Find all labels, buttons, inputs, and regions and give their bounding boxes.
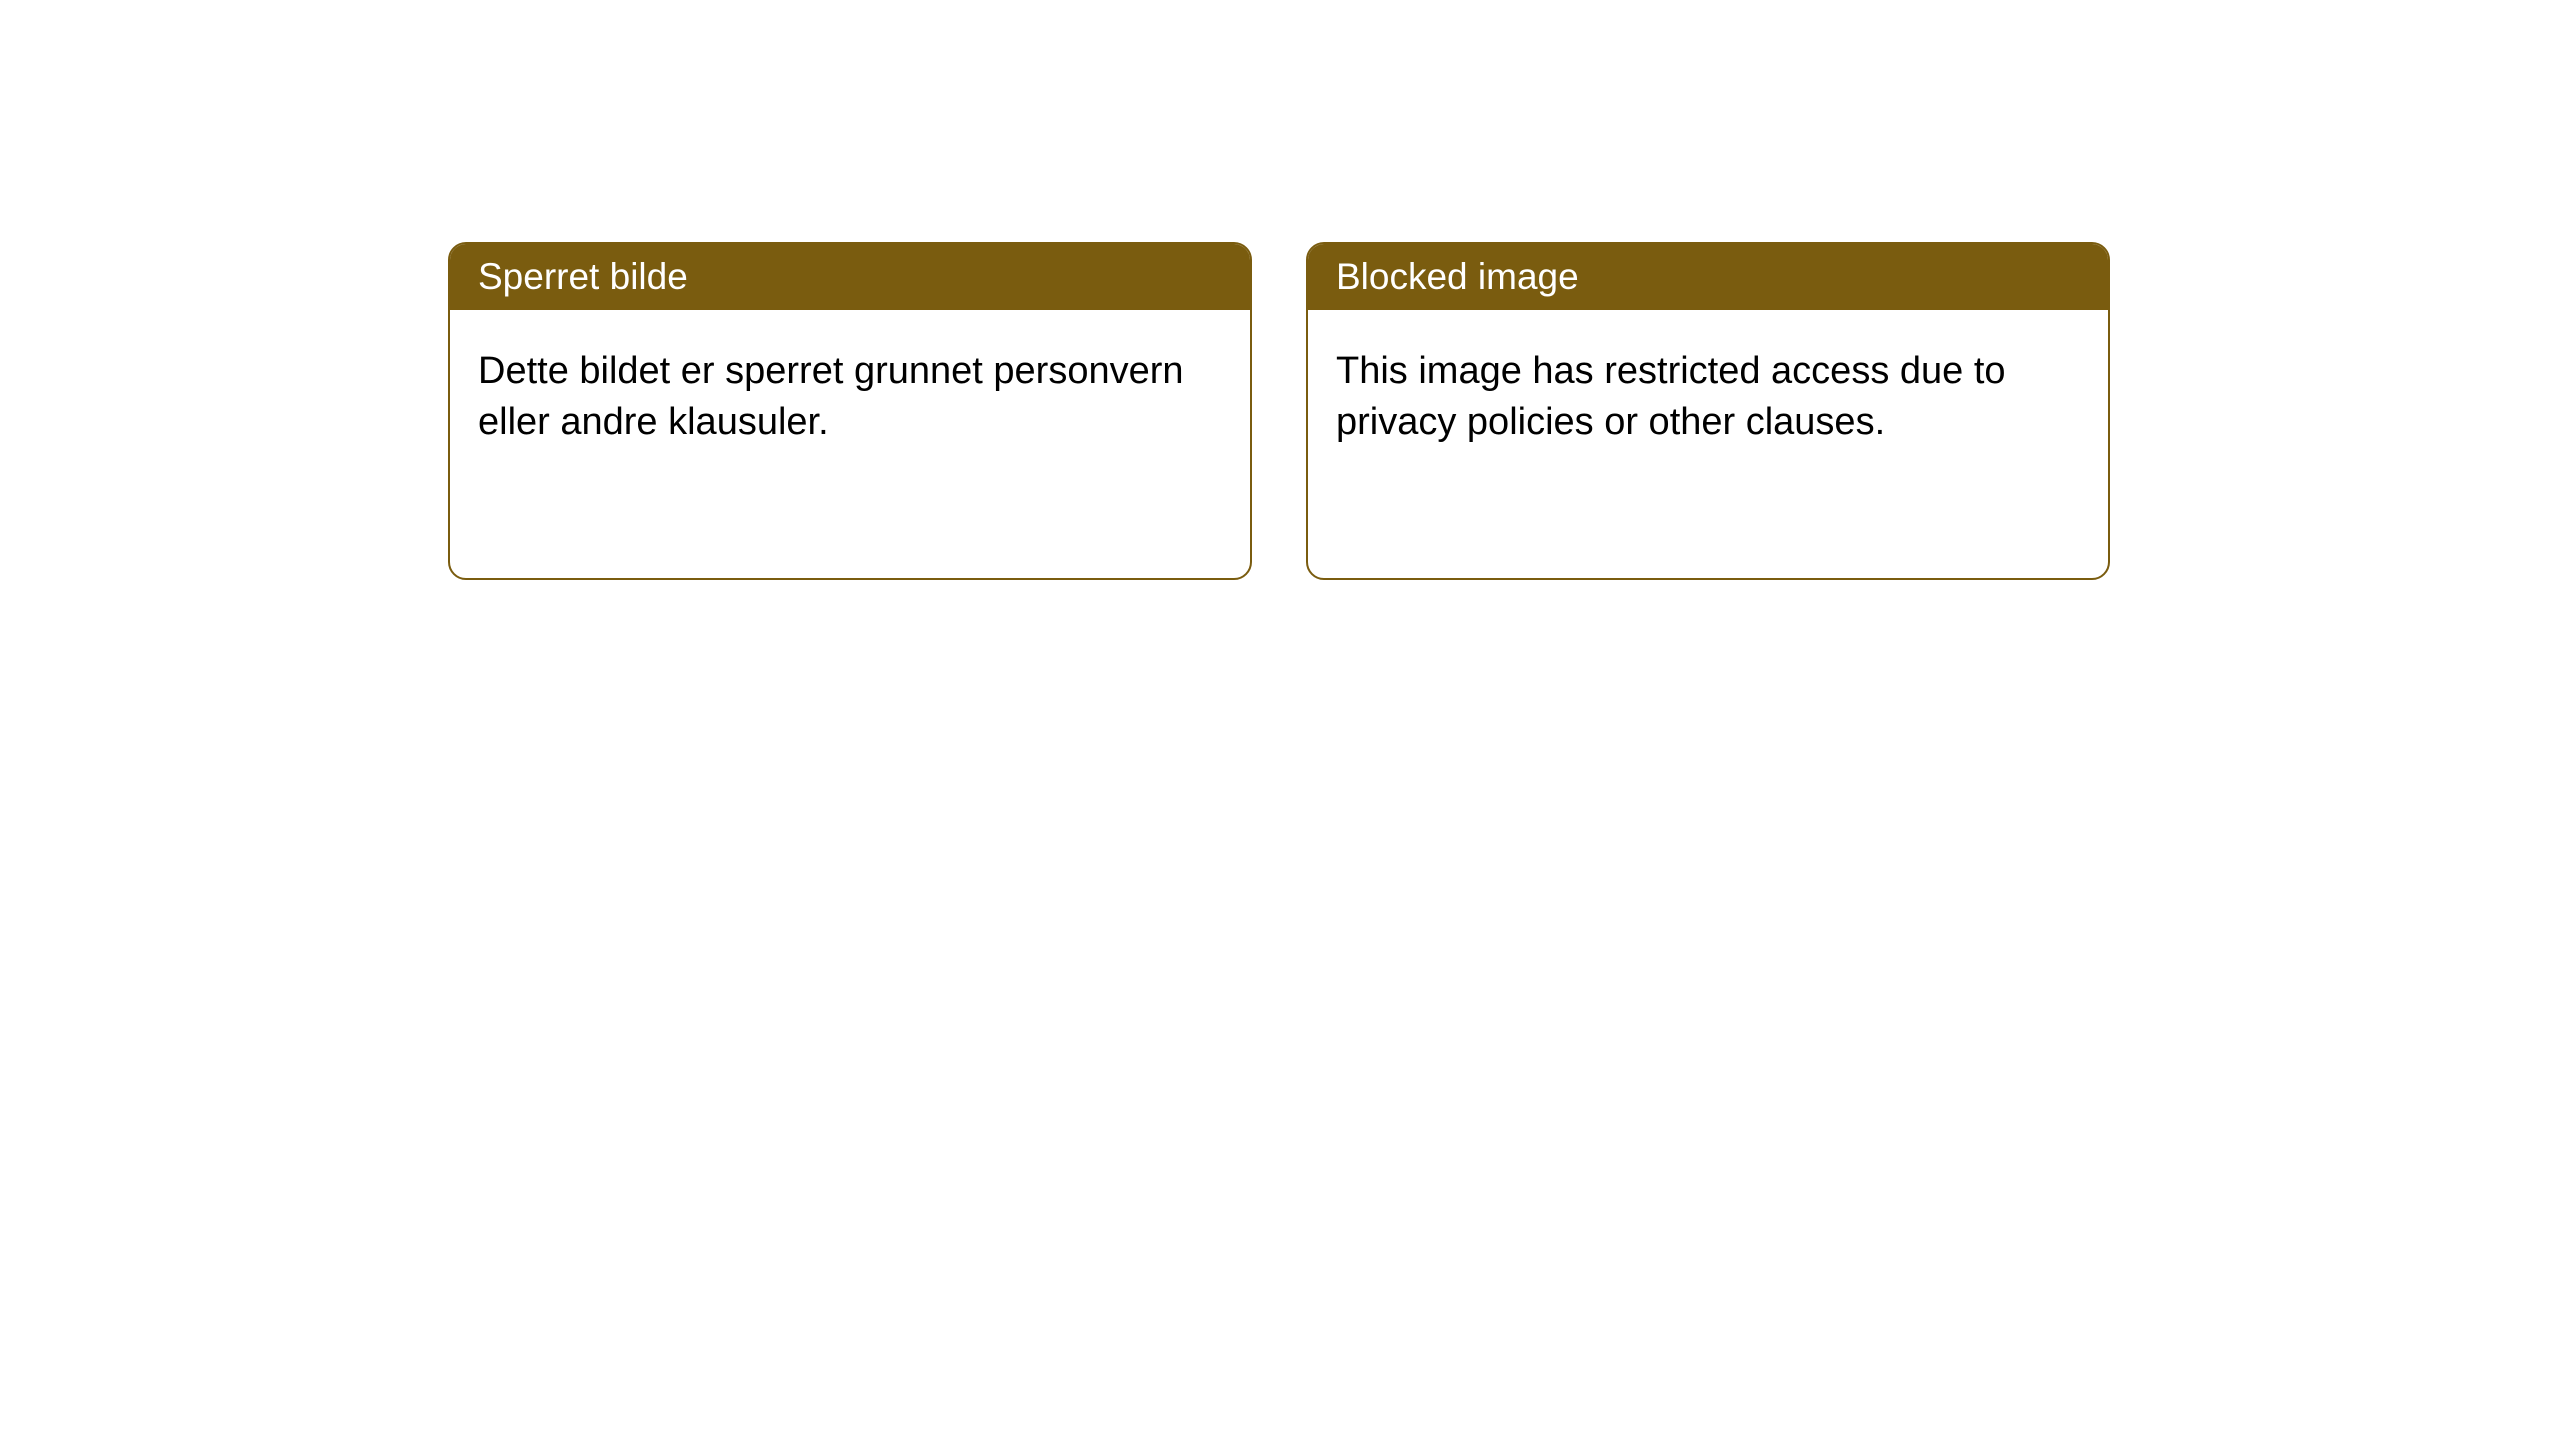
blocked-image-card-no: Sperret bilde Dette bildet er sperret gr…	[448, 242, 1252, 580]
card-body-text: Dette bildet er sperret grunnet personve…	[478, 350, 1184, 443]
card-body-text: This image has restricted access due to …	[1336, 350, 2006, 443]
blocked-image-card-en: Blocked image This image has restricted …	[1306, 242, 2110, 580]
card-header: Sperret bilde	[450, 244, 1250, 310]
card-header-text: Sperret bilde	[478, 256, 688, 297]
card-header: Blocked image	[1308, 244, 2108, 310]
card-body: This image has restricted access due to …	[1308, 310, 2108, 485]
card-body: Dette bildet er sperret grunnet personve…	[450, 310, 1250, 485]
card-header-text: Blocked image	[1336, 256, 1579, 297]
notice-container: Sperret bilde Dette bildet er sperret gr…	[0, 0, 2560, 580]
